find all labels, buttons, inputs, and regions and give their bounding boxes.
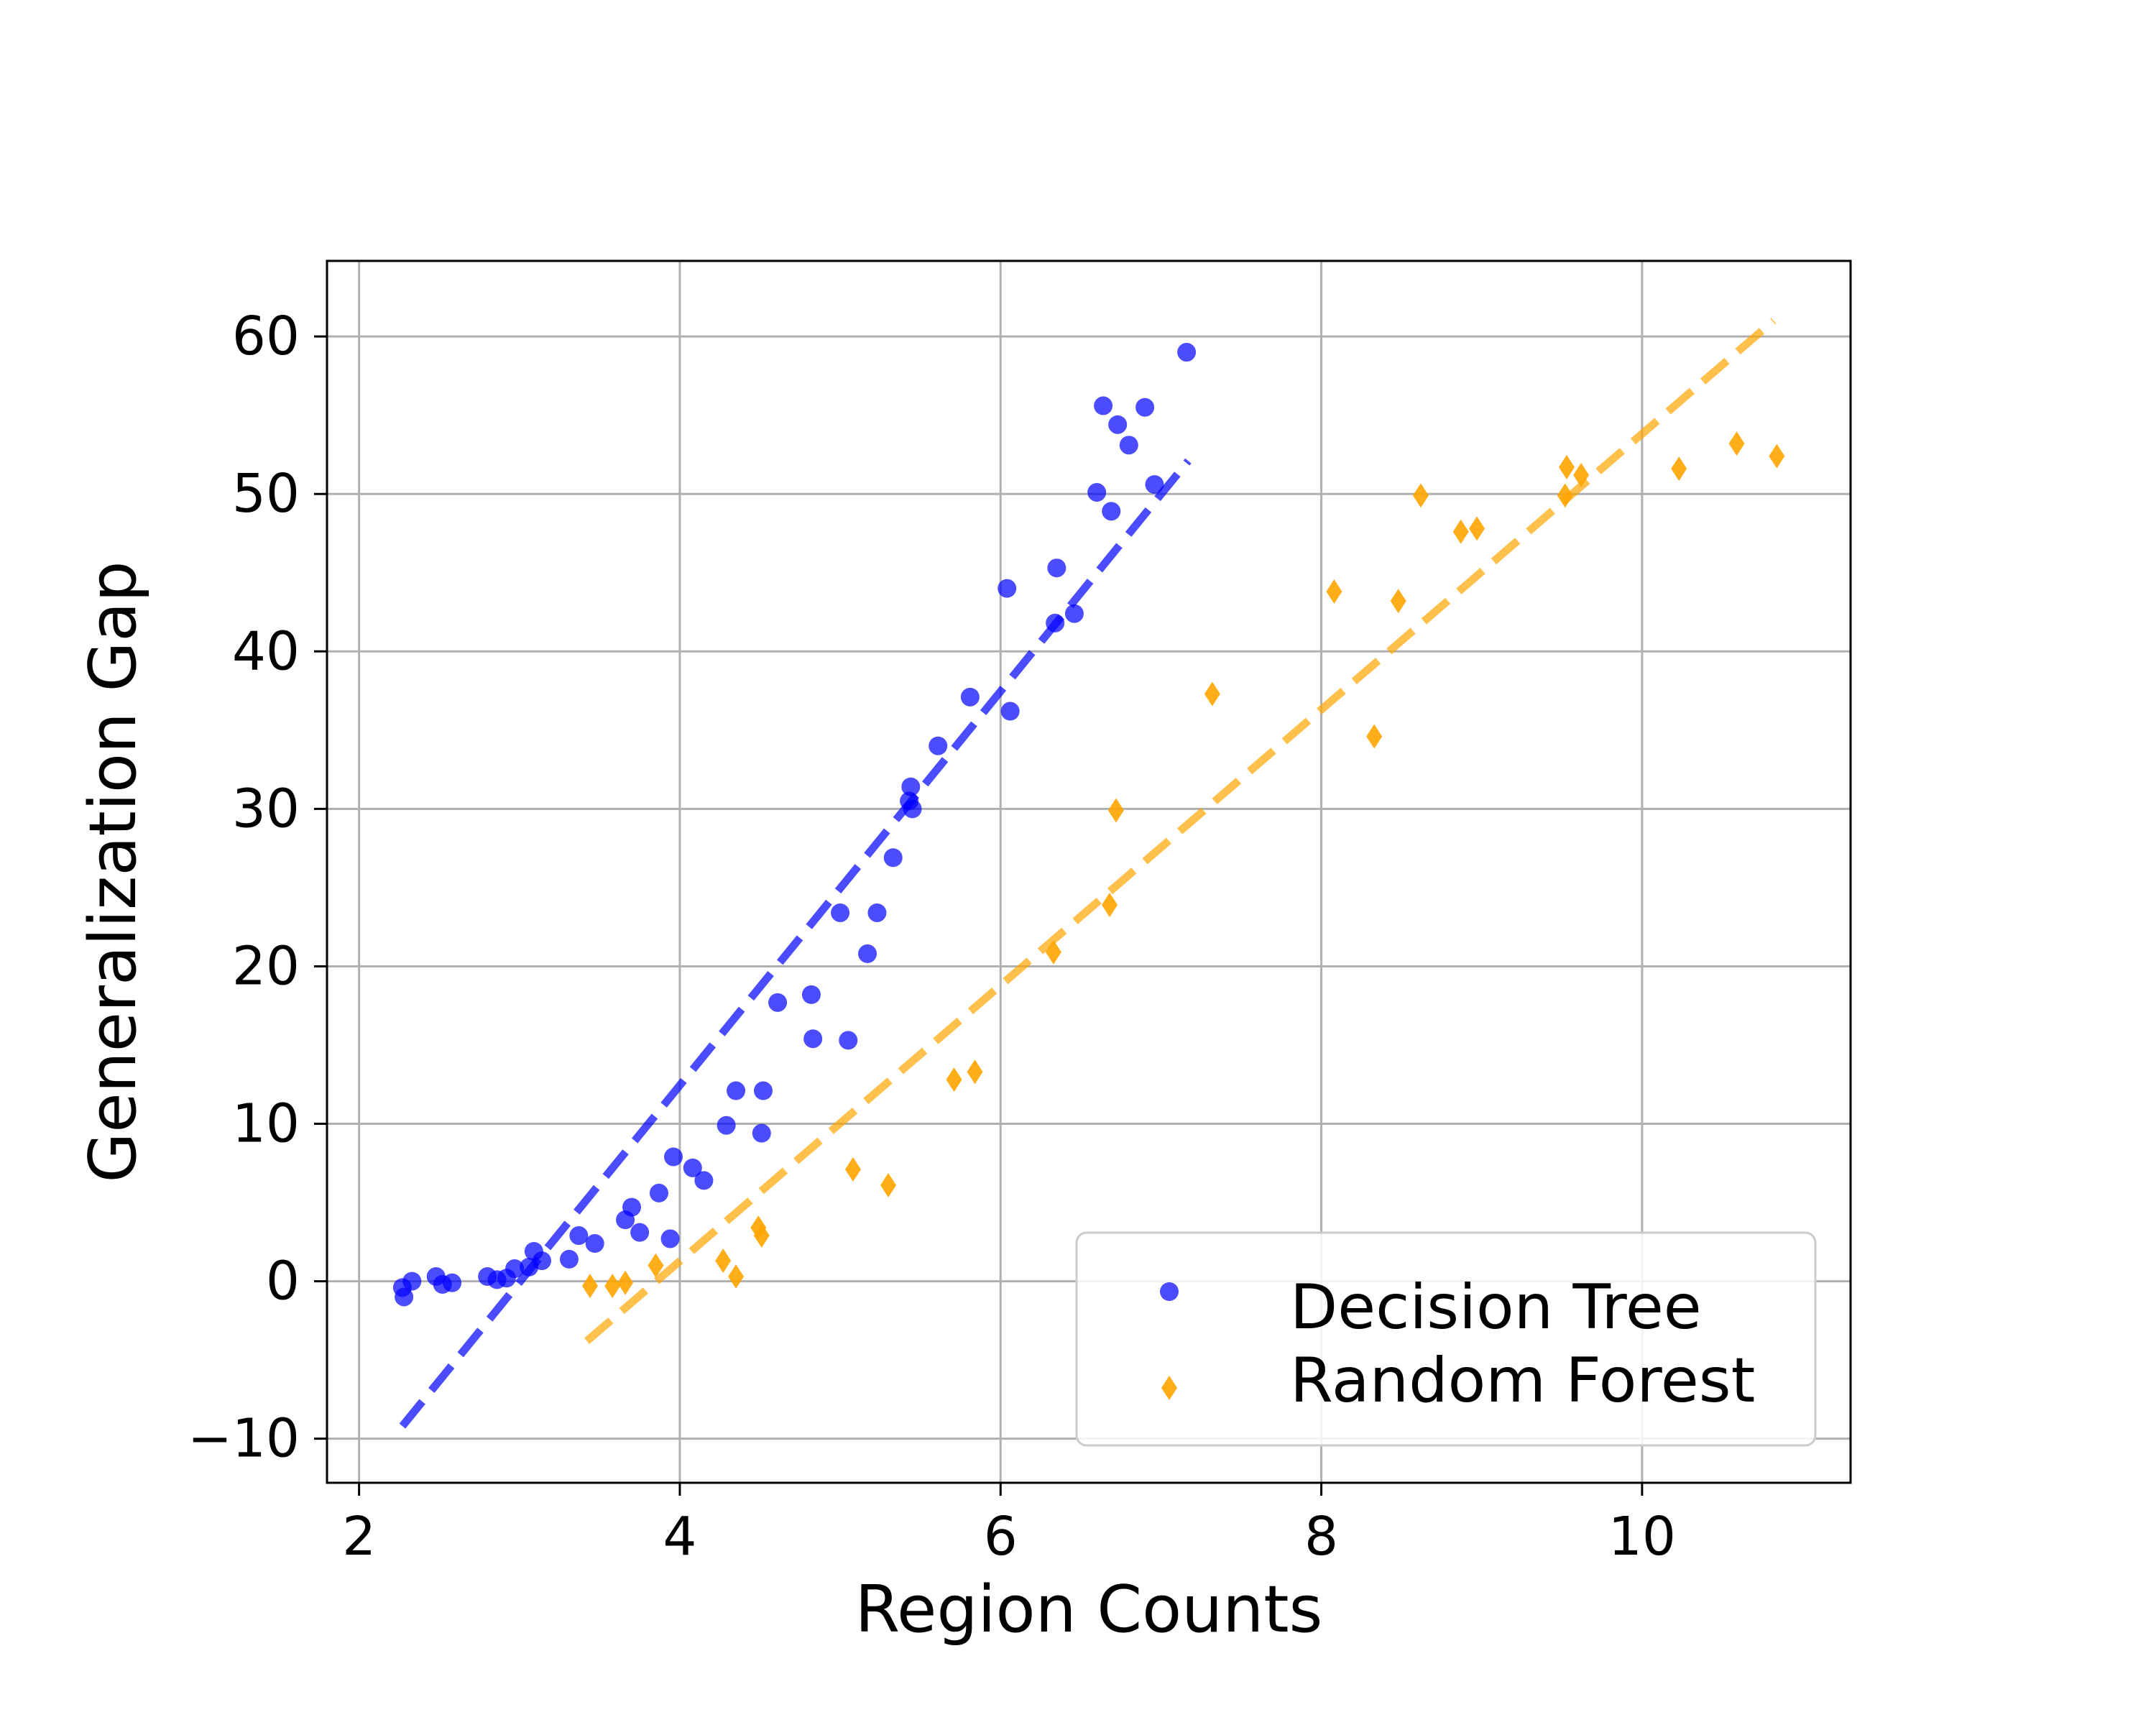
legend-label-decision-tree: Decision Tree [1290,1271,1702,1343]
x-axis-title: Region Counts [855,1572,1323,1647]
random-forest-point [728,1264,745,1289]
y-tick-label: 60 [232,305,300,367]
y-tick-label: 10 [232,1093,300,1155]
y-tick-label: 0 [266,1251,300,1312]
axes: 2 4 6 8 10 −10 0 10 20 30 40 50 60 [188,305,1676,1568]
x-tick-label: 2 [342,1506,376,1568]
decision-tree-point [768,993,788,1012]
random-forest-point [1671,456,1687,482]
legend-box [1075,1231,1817,1447]
decision-tree-point [1108,415,1128,434]
decision-tree-point [1160,1282,1179,1301]
decision-tree-point [649,1183,668,1202]
decision-tree-point [630,1223,650,1242]
decision-tree-point [831,903,850,922]
decision-tree-point [664,1147,683,1167]
decision-tree-point [727,1081,746,1100]
y-tick-label: 30 [232,778,300,840]
decision-tree-point [1094,396,1113,415]
random-forest-point [1107,798,1124,823]
random-forest-point [581,1274,598,1299]
random-forest-point [967,1059,983,1085]
decision-tree-point [1119,436,1138,455]
random-forest-series [581,431,1785,1299]
legend: Decision Tree Random Forest [1075,1231,1817,1447]
random-forest-point [1769,443,1785,469]
decision-tree-point [960,687,980,707]
random-forest-point [604,1274,621,1299]
y-tick-label: −10 [188,1408,300,1470]
random-forest-point [1161,1376,1177,1400]
decision-tree-series [392,343,1197,1307]
random-forest-point [1102,893,1118,918]
random-forest-point [1326,579,1342,604]
decision-tree-point [622,1197,641,1217]
random-forest-point [1366,724,1383,749]
decision-tree-point [395,1287,414,1307]
decision-tree-point [929,736,948,755]
legend-marker-decision-tree [1160,1282,1179,1301]
decision-tree-point [998,579,1017,598]
decision-tree-point [753,1081,773,1100]
plot-frame [326,259,1852,1484]
random-forest-point [648,1253,664,1278]
decision-tree-point [1145,475,1164,494]
random-forest-point [946,1067,962,1092]
data-layer [392,318,1785,1429]
y-tick-label: 20 [232,935,300,997]
decision-tree-point [1064,604,1084,623]
decision-tree-trend-line [399,458,1192,1429]
decision-tree-point [660,1229,680,1248]
decision-tree-point [1177,343,1197,362]
legend-marker-random-forest [1161,1376,1177,1400]
decision-tree-point [839,1031,858,1050]
y-axis-title: Generalization Gap [75,561,151,1182]
random-forest-point [880,1172,897,1197]
y-tick-label: 40 [232,620,300,682]
decision-tree-point [801,985,821,1004]
random-forest-point [753,1223,770,1248]
y-tick-label: 50 [232,463,300,525]
decision-tree-point [1087,483,1107,502]
decision-tree-point [901,777,921,796]
decision-tree-point [585,1234,604,1254]
random-forest-trend-line [584,318,1777,1345]
decision-tree-point [402,1271,422,1291]
decision-tree-point [883,848,903,868]
decision-tree-point [683,1158,702,1177]
decision-tree-point [1000,702,1020,721]
random-forest-point [715,1248,732,1274]
decision-tree-point [752,1123,771,1143]
legend-label-random-forest: Random Forest [1290,1345,1755,1417]
grid [327,261,1851,1483]
decision-tree-point [694,1171,714,1190]
decision-tree-point [1135,397,1155,417]
x-tick-label: 6 [984,1506,1018,1568]
decision-tree-point [803,1029,823,1049]
decision-tree-point [717,1116,736,1135]
decision-tree-point [559,1249,579,1269]
random-forest-point [1559,454,1575,479]
x-tick-label: 4 [663,1506,696,1568]
decision-tree-point [505,1259,525,1279]
random-forest-point [1204,681,1220,707]
random-forest-point [617,1270,634,1295]
decision-tree-point [867,903,887,922]
random-forest-point [1452,519,1469,544]
decision-tree-point [1047,558,1067,578]
random-forest-point [1412,483,1429,508]
x-tick-label: 10 [1608,1506,1676,1568]
decision-tree-point [569,1226,589,1246]
decision-tree-point [858,944,877,963]
x-tick-label: 8 [1304,1506,1338,1568]
random-forest-point [1469,516,1485,541]
decision-tree-point [1102,502,1121,521]
random-forest-point [844,1157,861,1182]
decision-tree-point [443,1273,462,1292]
random-forest-point [1728,431,1745,456]
random-forest-point [1390,589,1406,614]
